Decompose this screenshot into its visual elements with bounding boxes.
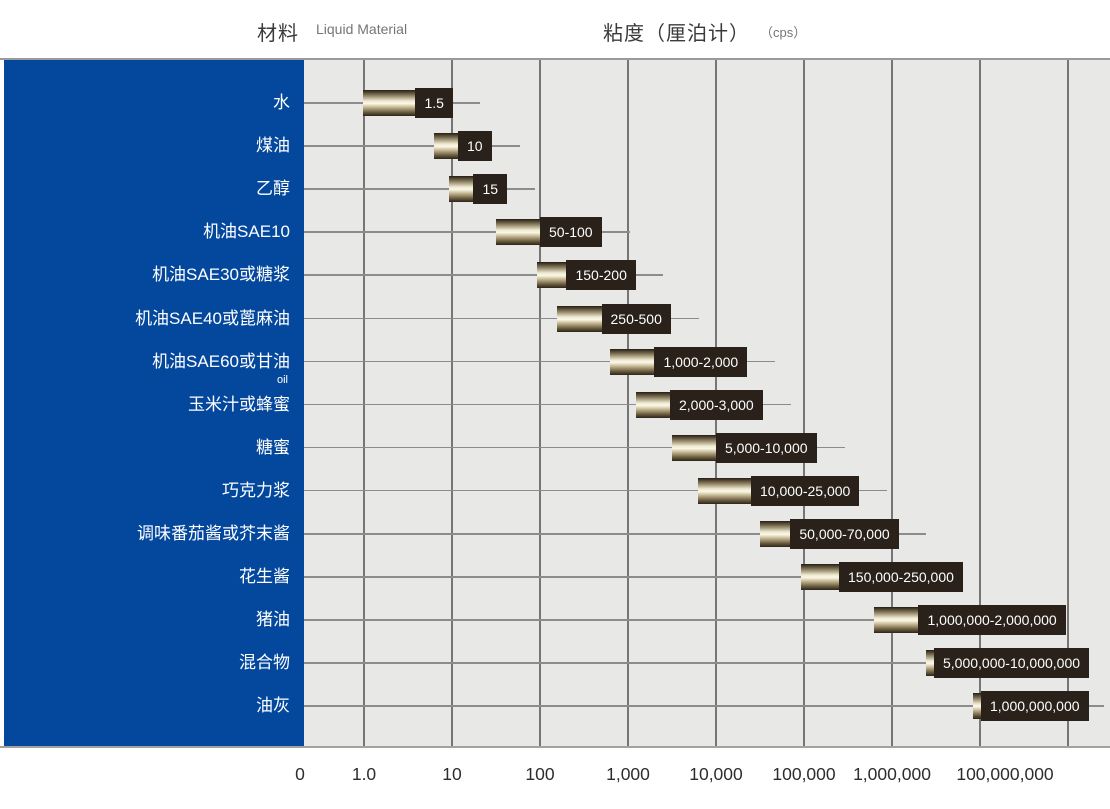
viscosity-bar	[874, 607, 919, 634]
viscosity-range-label: 50,000-70,000	[790, 519, 899, 549]
viscosity-bar	[610, 348, 655, 375]
viscosity-bar	[557, 305, 602, 332]
plot-area: 1.5 10 15 50-100 150-200 250-500 1,000-2,000 2,…	[304, 60, 1110, 746]
viscosity-bar	[434, 133, 458, 160]
x-axis-tick: 10,000	[689, 764, 743, 784]
gridline	[363, 60, 365, 746]
whisker-line	[304, 360, 776, 363]
viscosity-bar	[495, 219, 540, 246]
x-axis: 0 1.0 10 100 1,000 10,000 100,000 1,000,000 100,…	[0, 752, 1110, 796]
gridline	[539, 60, 541, 746]
material-row-label: 糖蜜	[256, 437, 290, 457]
x-axis-tick: 100,000	[772, 764, 836, 784]
viscosity-bar	[449, 176, 474, 203]
viscosity-range-label: 5,000-10,000	[716, 432, 817, 463]
material-panel: 水煤油乙醇机油SAE10 机油SAE30或糖浆机油SAE40或蓖麻油机油SAE60…	[4, 60, 304, 746]
chart-header: 材料 Liquid Material 粘度（厘泊计） （cps）	[0, 0, 1110, 58]
viscosity-axis-title: 粘度（厘泊计）	[603, 23, 750, 45]
x-axis-tick: 1.0	[351, 764, 377, 784]
viscosity-bar	[973, 693, 981, 720]
material-row-label: 煤油	[256, 136, 290, 156]
viscosity-bar	[801, 564, 839, 591]
whisker-line	[304, 489, 888, 492]
whisker-line	[304, 188, 536, 190]
material-column-subtitle: Liquid Material	[316, 21, 408, 37]
viscosity-range-label: 10,000-25,000	[751, 475, 860, 506]
material-row-label: 机油SAE60或甘油	[152, 351, 290, 371]
viscosity-bar	[671, 434, 716, 461]
viscosity-bar	[363, 90, 416, 116]
whisker-line	[304, 274, 664, 276]
whisker-line	[304, 145, 520, 147]
material-row-label: 水	[273, 93, 290, 112]
x-axis-tick: 10	[442, 764, 462, 784]
material-row-label: 乙醇	[256, 179, 290, 199]
viscosity-range-label: 250-500	[601, 303, 671, 334]
gridline	[627, 60, 629, 746]
material-row-label: 猪油	[256, 610, 290, 630]
material-row-label: 机油SAE30或糖浆	[152, 265, 290, 285]
material-row-sublabel: oil	[276, 373, 288, 386]
material-row-label: 混合物	[239, 653, 290, 673]
x-axis-tick: 1,000,000	[853, 764, 931, 784]
viscosity-range-label: 1,000,000,000	[981, 691, 1089, 722]
whisker-line	[304, 662, 1089, 664]
whisker-line	[304, 705, 1104, 707]
material-row-label: 花生酱	[239, 567, 290, 587]
material-column-title: 材料	[257, 23, 299, 45]
viscosity-range-label: 1.5	[415, 88, 453, 118]
x-axis-tick: 0	[295, 764, 305, 784]
gridline	[451, 60, 453, 746]
viscosity-range-label: 15	[473, 174, 508, 205]
viscosity-bar	[926, 650, 934, 677]
x-axis-tick: 100	[525, 764, 555, 784]
whisker-line	[304, 446, 845, 449]
x-axis-tick: 1,000	[606, 764, 650, 784]
viscosity-range-label: 10	[458, 131, 492, 162]
whisker-line	[304, 619, 1066, 621]
material-row-label: 巧克力浆	[222, 480, 290, 500]
gridline	[979, 60, 981, 746]
material-row-label: 玉米汁或蜂蜜	[188, 394, 290, 414]
x-axis-tick: 100,000,000	[956, 764, 1054, 784]
viscosity-bar	[759, 521, 791, 547]
viscosity-range-label: 150,000-250,000	[839, 562, 963, 593]
viscosity-range-label: 1,000-2,000	[654, 346, 748, 377]
whisker-line	[304, 317, 699, 320]
viscosity-range-label: 2,000-3,000	[669, 389, 763, 420]
viscosity-range-label: 150-200	[566, 260, 636, 291]
material-row-label: 机油SAE40或蓖麻油	[135, 308, 290, 328]
viscosity-range-label: 5,000,000-10,000,000	[934, 648, 1090, 679]
whisker-line	[304, 576, 964, 578]
material-row-label: 调味番茄酱或芥末酱	[137, 524, 290, 543]
chart-area: 水煤油乙醇机油SAE10 机油SAE30或糖浆机油SAE40或蓖麻油机油SAE60…	[0, 58, 1110, 748]
material-row-label: 机油SAE10	[203, 222, 290, 242]
viscosity-range-label: 1,000,000-2,000,000	[918, 605, 1066, 636]
viscosity-unit-label: （cps）	[760, 25, 807, 40]
viscosity-bar	[698, 477, 752, 504]
gridline	[803, 60, 805, 746]
whisker-line	[304, 533, 927, 535]
whisker-line	[304, 403, 791, 406]
viscosity-range-label: 50-100	[540, 217, 602, 248]
gridline	[891, 60, 893, 746]
viscosity-bar	[636, 391, 670, 418]
gridline	[1067, 60, 1069, 746]
material-row-label: 油灰	[256, 696, 290, 716]
viscosity-bar	[537, 262, 567, 289]
whisker-line	[304, 231, 630, 233]
